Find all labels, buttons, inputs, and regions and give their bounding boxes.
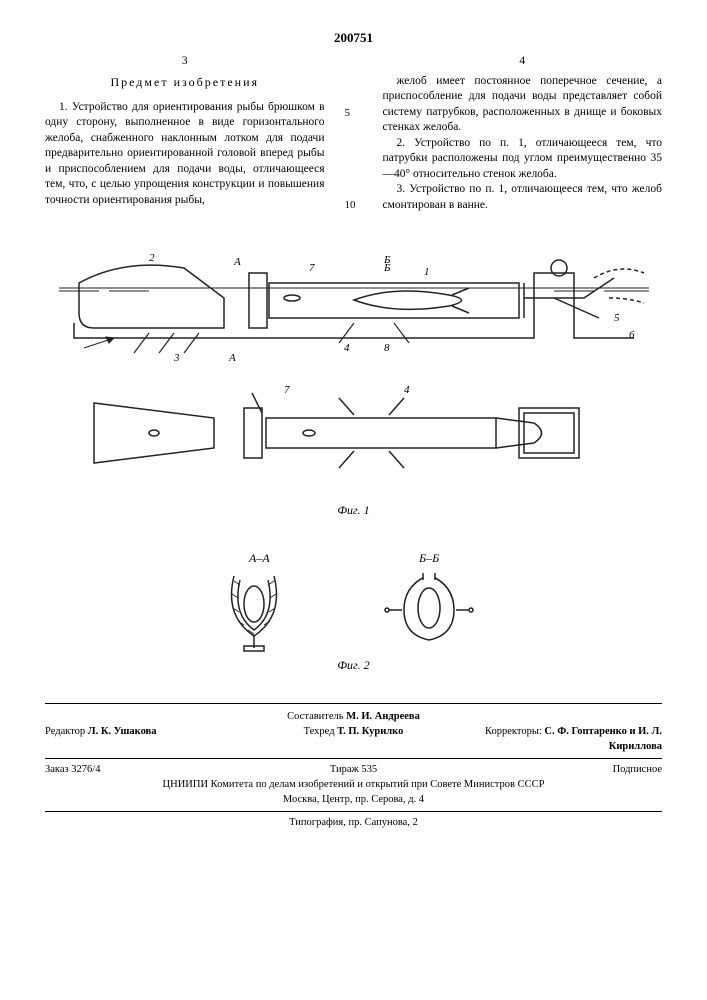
figure-1-svg: 2 А 7 Б 1 3 А 8 Б 5 6 4 — [54, 243, 654, 503]
imprint-footer: Составитель М. И. Андреева Редактор Л. К… — [45, 703, 662, 831]
editor-name: Л. К. Ушакова — [88, 726, 157, 737]
page-num-right: 4 — [383, 54, 663, 70]
order-number: Заказ 3276/4 — [45, 763, 244, 778]
callout-A2: А — [228, 352, 236, 364]
typography: Типография, пр. Сапунова, 2 — [45, 816, 662, 831]
text-columns: 3 Предмет изобретения 1. Устройство для … — [45, 54, 662, 213]
callout-7b: 7 — [284, 384, 290, 396]
callout-4a: 4 — [344, 342, 350, 354]
claim-1-cont: желоб имеет постоянное поперечное сечени… — [383, 74, 663, 136]
callout-B2: Б — [383, 254, 391, 266]
figure-2-svg: А–А Б–Б — [174, 548, 534, 658]
section-title: Предмет изобретения — [45, 74, 325, 90]
tirazh: Тираж 535 — [254, 763, 453, 778]
callout-6: 6 — [629, 329, 635, 341]
callout-5: 5 — [614, 312, 620, 324]
callout-3: 3 — [173, 352, 180, 364]
techred-label: Техред — [304, 726, 335, 737]
publisher-org: ЦНИИПИ Комитета по делам изобретений и о… — [45, 778, 662, 793]
page-num-left: 3 — [45, 54, 325, 70]
section-aa-label: А–А — [248, 551, 270, 565]
techred-name: Т. П. Курилко — [337, 726, 403, 737]
divider — [45, 811, 662, 812]
claim-1: 1. Устройство для ориентирования рыбы бр… — [45, 100, 325, 209]
figure-1: 2 А 7 Б 1 3 А 8 Б 5 6 4 — [45, 243, 662, 518]
line-mark: 10 — [345, 198, 363, 213]
corrector-names: С. Ф. Гоптаренко и И. Л. Кириллова — [544, 726, 662, 752]
doc-number: 200751 — [45, 30, 662, 46]
divider — [45, 758, 662, 759]
compiler-name: М. И. Андреева — [346, 711, 420, 722]
fig1-label: Фиг. 1 — [45, 503, 662, 518]
compiler-label: Составитель — [287, 711, 343, 722]
claim-3: 3. Устройство по п. 1, отличающееся тем,… — [383, 182, 663, 213]
right-column: 4 желоб имеет постоянное поперечное сече… — [383, 54, 663, 213]
section-bb-label: Б–Б — [418, 551, 439, 565]
callout-8: 8 — [384, 342, 390, 354]
page: 200751 3 Предмет изобретения 1. Устройст… — [0, 0, 707, 1000]
callout-A: А — [233, 256, 241, 268]
line-number-gutter: 5 10 — [345, 54, 363, 213]
callout-1: 1 — [424, 266, 430, 278]
podpisnoe: Подписное — [463, 763, 662, 778]
editor-label: Редактор — [45, 726, 85, 737]
fig2-label: Фиг. 2 — [45, 658, 662, 673]
left-column: 3 Предмет изобретения 1. Устройство для … — [45, 54, 325, 213]
callout-2: 2 — [149, 252, 155, 264]
claim-2: 2. Устройство по п. 1, отличающееся тем,… — [383, 136, 663, 183]
line-mark: 5 — [345, 106, 363, 121]
callout-4: 4 — [404, 384, 410, 396]
publisher-address: Москва, Центр, пр. Серова, д. 4 — [45, 793, 662, 808]
callout-7: 7 — [309, 262, 315, 274]
corrector-label: Корректоры: — [485, 726, 542, 737]
figure-2: А–А Б–Б — [45, 548, 662, 673]
